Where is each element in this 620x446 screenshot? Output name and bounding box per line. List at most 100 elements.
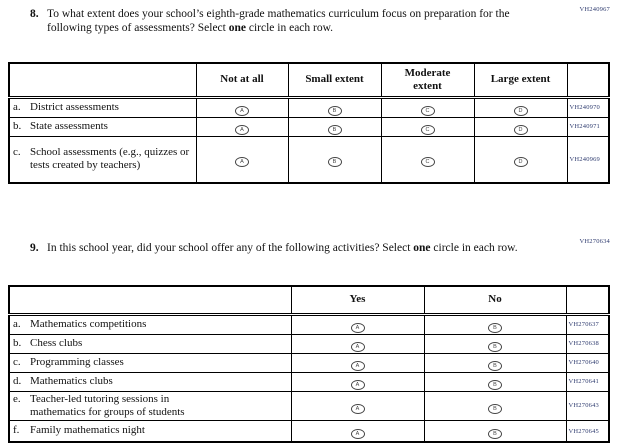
row-code: VH270640 <box>565 352 610 373</box>
answer-circle[interactable]: D <box>513 105 528 116</box>
option-cell: B <box>287 96 382 118</box>
option-cell: B <box>423 352 567 373</box>
answer-circle[interactable]: B <box>327 105 342 116</box>
row-label-cell: d. Mathematics clubs <box>8 371 292 392</box>
column-header-not-at-all: Not at all <box>195 62 289 99</box>
option-cell: B <box>423 390 567 422</box>
table-row: f. Family mathematics night A B VH270645 <box>8 420 610 443</box>
row-label: Chess clubs <box>30 336 83 349</box>
item-code-q8: VH240967 <box>579 6 610 13</box>
row-label-cell: b. State assessments <box>8 116 197 137</box>
table-row: a. Mathematics competitions A B VH270637 <box>8 313 610 335</box>
row-letter: b. <box>13 119 22 132</box>
option-cell: A <box>195 135 289 184</box>
question-text-pre: In this school year, did your school off… <box>47 242 414 254</box>
row-label: Programming classes <box>30 355 124 368</box>
table-row: a. District assessments A B C D VH240970 <box>8 96 610 118</box>
option-cell: A <box>290 371 425 392</box>
empty-header-cell <box>566 62 610 99</box>
answer-circle[interactable]: B <box>488 322 502 333</box>
answer-circle[interactable]: B <box>488 429 502 440</box>
answer-circle[interactable]: D <box>513 124 528 135</box>
option-cell: A <box>290 333 425 354</box>
option-cell: C <box>380 116 475 137</box>
row-letter: a. <box>13 100 21 113</box>
option-cell: A <box>290 352 425 373</box>
question-number: 8. <box>30 8 39 20</box>
row-code: VH270643 <box>565 390 610 422</box>
option-cell: B <box>287 116 382 137</box>
answer-circle[interactable]: B <box>327 157 342 168</box>
column-header-yes: Yes <box>290 285 425 316</box>
row-code: VH270638 <box>565 333 610 354</box>
table-row: b. Chess clubs A B VH270638 <box>8 333 610 354</box>
answer-circle[interactable]: C <box>420 157 435 168</box>
row-label: Family mathematics night <box>30 424 145 437</box>
row-label: Mathematics clubs <box>30 374 113 387</box>
row-letter: d. <box>13 374 22 387</box>
question-text-bold: one <box>413 242 431 254</box>
answer-circle[interactable]: C <box>420 124 435 135</box>
question-9-table: Yes No a. Mathematics competitions A B VH… <box>8 285 610 443</box>
answer-circle[interactable]: A <box>350 322 365 333</box>
row-label-cell: a. District assessments <box>8 96 197 118</box>
answer-circle[interactable]: A <box>350 403 365 414</box>
answer-circle[interactable]: A <box>350 379 365 390</box>
row-label: Teacher-led tutoring sessions in mathema… <box>30 392 185 418</box>
header-row: Not at all Small extent Moderate extent … <box>8 62 610 99</box>
row-label-cell: c. Programming classes <box>8 352 292 373</box>
option-cell: B <box>423 420 567 443</box>
header-row: Yes No <box>8 285 610 316</box>
question-text-bold: one <box>228 22 246 35</box>
row-letter: e. <box>13 392 21 405</box>
row-label-cell: a. Mathematics competitions <box>8 313 292 335</box>
row-label-cell: b. Chess clubs <box>8 333 292 354</box>
row-letter: f. <box>13 424 20 437</box>
column-header-small-extent: Small extent <box>287 62 382 99</box>
question-8-table: Not at all Small extent Moderate extent … <box>8 62 610 184</box>
table-row: d. Mathematics clubs A B VH270641 <box>8 371 610 392</box>
row-letter: a. <box>13 317 21 330</box>
answer-circle[interactable]: D <box>513 157 528 168</box>
question-text: To what extent does your school’s eighth… <box>47 7 557 36</box>
row-code: VH270645 <box>565 420 610 443</box>
question-text-post: circle in each row. <box>430 242 518 254</box>
column-header-no: No <box>423 285 567 316</box>
empty-header-cell <box>8 62 197 99</box>
option-cell: C <box>380 135 475 184</box>
answer-circle[interactable]: B <box>488 379 502 390</box>
row-code: VH240971 <box>566 116 610 137</box>
answer-circle[interactable]: A <box>350 341 365 352</box>
option-cell: B <box>423 313 567 335</box>
answer-circle[interactable]: A <box>350 429 365 440</box>
answer-circle[interactable]: B <box>327 124 342 135</box>
question-text-pre: To what extent does your school’s eighth… <box>47 8 510 35</box>
option-cell: A <box>195 116 289 137</box>
question-number: 9. <box>30 242 39 254</box>
answer-circle[interactable]: A <box>235 124 249 135</box>
answer-circle[interactable]: B <box>488 341 502 352</box>
answer-circle[interactable]: A <box>350 360 365 371</box>
row-letter: c. <box>13 145 21 158</box>
answer-circle[interactable]: B <box>488 360 502 371</box>
option-cell: D <box>473 116 568 137</box>
empty-header-cell <box>565 285 610 316</box>
answer-circle[interactable]: A <box>235 105 249 116</box>
option-cell: D <box>473 96 568 118</box>
row-label: Mathematics competitions <box>30 317 147 330</box>
row-label-cell: c. School assessments (e.g., quizzes or t… <box>8 135 197 184</box>
item-code-q9: VH270634 <box>579 238 610 245</box>
answer-circle[interactable]: B <box>488 403 502 414</box>
option-cell: A <box>290 313 425 335</box>
question-9: 9. In this school year, did your school … <box>30 241 557 255</box>
row-code: VH240969 <box>566 135 610 184</box>
answer-circle[interactable]: C <box>420 105 435 116</box>
option-cell: A <box>195 96 289 118</box>
answer-circle[interactable]: A <box>235 157 249 168</box>
row-letter: c. <box>13 355 21 368</box>
column-header-large-extent: Large extent <box>473 62 568 99</box>
option-cell: A <box>290 390 425 422</box>
table-row: c. School assessments (e.g., quizzes or t… <box>8 135 610 184</box>
row-label: State assessments <box>30 119 108 132</box>
